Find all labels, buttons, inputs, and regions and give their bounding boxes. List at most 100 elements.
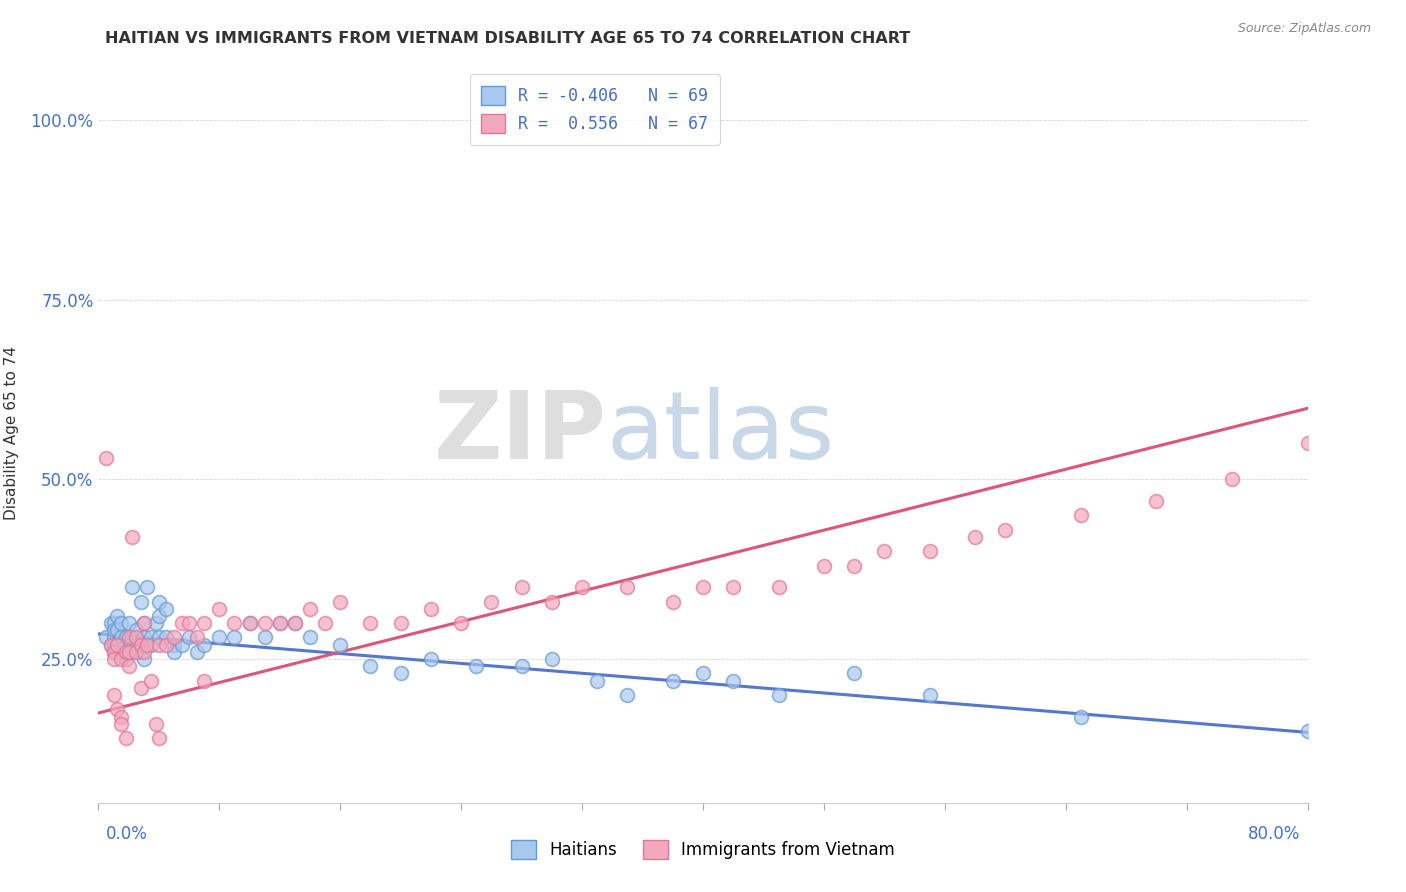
Point bbox=[141, 631, 163, 645]
Point bbox=[586, 673, 609, 688]
Point bbox=[132, 616, 155, 631]
Point bbox=[918, 544, 941, 558]
Point bbox=[141, 638, 163, 652]
Point bbox=[125, 645, 148, 659]
Point bbox=[571, 580, 593, 594]
Point bbox=[129, 638, 152, 652]
Point bbox=[873, 544, 896, 558]
Point bbox=[616, 688, 638, 702]
Point bbox=[994, 523, 1017, 537]
Point bbox=[103, 688, 125, 702]
Point bbox=[314, 616, 336, 631]
Point bbox=[148, 638, 170, 652]
Point bbox=[692, 666, 714, 681]
Point bbox=[100, 638, 122, 652]
Point bbox=[269, 616, 291, 631]
Point bbox=[389, 666, 412, 681]
Point bbox=[239, 616, 262, 631]
Point bbox=[208, 601, 231, 615]
Point bbox=[253, 631, 276, 645]
Point bbox=[844, 558, 866, 573]
Point bbox=[284, 616, 307, 631]
Point bbox=[661, 673, 683, 688]
Point bbox=[129, 681, 152, 695]
Point bbox=[118, 645, 141, 659]
Point bbox=[114, 631, 136, 645]
Legend: R = -0.406   N = 69, R =  0.556   N = 67: R = -0.406 N = 69, R = 0.556 N = 67 bbox=[470, 74, 720, 145]
Point bbox=[105, 624, 128, 638]
Point bbox=[103, 624, 125, 638]
Point bbox=[723, 580, 745, 594]
Point bbox=[145, 616, 167, 631]
Point bbox=[103, 652, 125, 666]
Point bbox=[145, 716, 167, 731]
Point bbox=[118, 659, 141, 673]
Point bbox=[360, 616, 382, 631]
Point bbox=[193, 673, 215, 688]
Text: atlas: atlas bbox=[606, 386, 835, 479]
Point bbox=[481, 594, 503, 608]
Point bbox=[768, 688, 790, 702]
Point bbox=[193, 638, 215, 652]
Point bbox=[540, 594, 562, 608]
Point bbox=[224, 631, 246, 645]
Point bbox=[155, 638, 177, 652]
Point bbox=[179, 616, 201, 631]
Point bbox=[1357, 112, 1379, 127]
Point bbox=[121, 580, 143, 594]
Point bbox=[148, 631, 170, 645]
Y-axis label: Disability Age 65 to 74: Disability Age 65 to 74 bbox=[4, 345, 20, 520]
Point bbox=[110, 645, 132, 659]
Point bbox=[186, 631, 208, 645]
Point bbox=[193, 616, 215, 631]
Point bbox=[135, 638, 157, 652]
Point bbox=[148, 594, 170, 608]
Text: 0.0%: 0.0% bbox=[105, 825, 148, 843]
Point bbox=[1220, 472, 1243, 486]
Point bbox=[389, 616, 412, 631]
Point bbox=[661, 594, 683, 608]
Point bbox=[1070, 508, 1092, 523]
Text: ZIP: ZIP bbox=[433, 386, 606, 479]
Point bbox=[239, 616, 262, 631]
Point bbox=[132, 652, 155, 666]
Point bbox=[163, 631, 186, 645]
Point bbox=[110, 638, 132, 652]
Legend: Haitians, Immigrants from Vietnam: Haitians, Immigrants from Vietnam bbox=[503, 831, 903, 868]
Point bbox=[284, 616, 307, 631]
Point bbox=[125, 624, 148, 638]
Point bbox=[129, 645, 152, 659]
Point bbox=[103, 638, 125, 652]
Point bbox=[329, 594, 352, 608]
Point bbox=[616, 580, 638, 594]
Point bbox=[110, 652, 132, 666]
Point bbox=[132, 616, 155, 631]
Point bbox=[94, 450, 117, 465]
Point bbox=[148, 608, 170, 623]
Point bbox=[1070, 709, 1092, 723]
Text: 80.0%: 80.0% bbox=[1249, 825, 1301, 843]
Point bbox=[110, 716, 132, 731]
Point bbox=[299, 601, 322, 615]
Point bbox=[103, 645, 125, 659]
Point bbox=[125, 645, 148, 659]
Point bbox=[692, 580, 714, 594]
Point bbox=[170, 616, 193, 631]
Point bbox=[510, 580, 533, 594]
Point bbox=[179, 631, 201, 645]
Point bbox=[114, 645, 136, 659]
Point bbox=[135, 580, 157, 594]
Point bbox=[105, 638, 128, 652]
Point bbox=[420, 601, 443, 615]
Point bbox=[100, 616, 122, 631]
Point bbox=[121, 530, 143, 544]
Point bbox=[155, 601, 177, 615]
Point bbox=[110, 631, 132, 645]
Point bbox=[1144, 494, 1167, 508]
Point bbox=[148, 731, 170, 745]
Point bbox=[110, 616, 132, 631]
Point bbox=[299, 631, 322, 645]
Point bbox=[94, 631, 117, 645]
Point bbox=[118, 631, 141, 645]
Point bbox=[465, 659, 488, 673]
